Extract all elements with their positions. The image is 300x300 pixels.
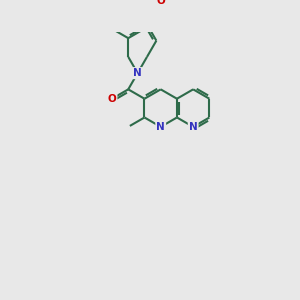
Text: O: O: [156, 0, 165, 6]
Text: N: N: [156, 122, 165, 132]
Text: N: N: [133, 68, 142, 78]
Text: O: O: [108, 94, 116, 104]
Text: N: N: [189, 122, 198, 132]
